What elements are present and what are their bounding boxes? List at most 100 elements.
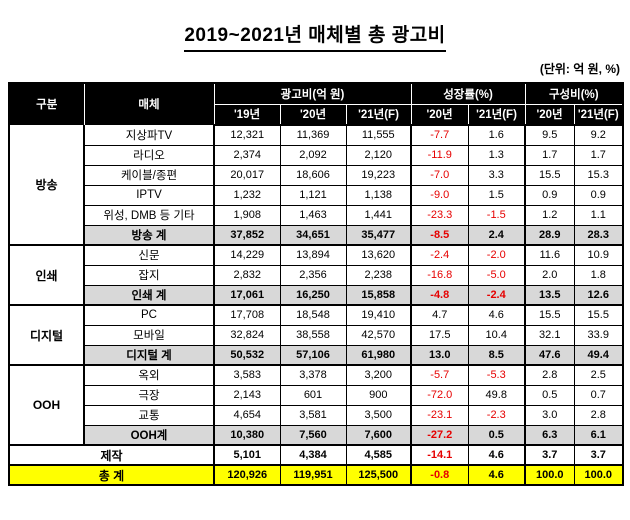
value-cell: 6.1 [573,424,624,446]
table-header: 구분 매체 광고비(억 원) 성장률(%) 구성비(%) '19년 '20년 '… [8,82,624,126]
value-cell: 100.0 [573,464,624,486]
value-cell: 37,852 [213,224,281,246]
value-cell: 3,581 [279,404,347,426]
value-cell: 1,908 [213,204,281,226]
page-title: 2019~2021년 매체별 총 광고비 [184,20,446,52]
value-cell: 9.5 [524,124,575,146]
media-cell: 극장 [83,384,215,406]
row-ooh-total: OOH계 10,380 7,560 7,600 -27.2 0.5 6.3 6.… [9,424,624,446]
value-cell: 2.8 [573,404,624,426]
value-cell: 18,548 [279,304,347,326]
value-cell: 7,600 [345,424,412,446]
category-cell-digital: 디지털 [8,304,85,366]
value-cell: -8.5 [410,224,469,246]
value-cell: 2,120 [345,144,412,166]
value-cell: 0.9 [573,184,624,206]
header-growth-group: 성장률(%) [410,82,526,105]
value-cell: 17.5 [410,324,469,346]
header-share-group: 구성비(%) [524,82,624,105]
media-cell: 인쇄 계 [83,284,215,306]
value-cell: -2.4 [467,284,526,306]
row-transit: 교통 4,654 3,581 3,500 -23.1 -2.3 3.0 2.8 [9,404,624,426]
value-cell: 4.7 [410,304,469,326]
media-cell: 방송 계 [83,224,215,246]
value-cell: 3,378 [279,364,347,386]
value-cell: 0.9 [524,184,575,206]
header-group-row: 구분 매체 광고비(억 원) 성장률(%) 구성비(%) [8,82,624,126]
value-cell: 100.0 [524,464,575,486]
value-cell: 38,558 [279,324,347,346]
media-cell: PC [83,304,215,326]
value-cell: 35,477 [345,224,412,246]
header-share-y21: '21년(F) [573,103,624,126]
value-cell: 1,138 [345,184,412,206]
value-cell: 9.2 [573,124,624,146]
value-cell: 2,356 [279,264,347,286]
row-cinema: 극장 2,143 601 900 -72.0 49.8 0.5 0.7 [9,384,624,406]
value-cell: 2.5 [573,364,624,386]
media-cell: 지상파TV [83,124,215,146]
category-cell-broadcast: 방송 [8,124,85,246]
table-body: 방송 지상파TV 12,321 11,369 11,555 -7.7 1.6 9… [8,124,624,486]
value-cell: 10.4 [467,324,526,346]
value-cell: 1,232 [213,184,281,206]
value-cell: 47.6 [524,344,575,366]
row-cable: 케이블/종편 20,017 18,606 19,223 -7.0 3.3 15.… [9,164,624,186]
header-year-row: '19년 '20년 '21년(F) '20년 '21년(F) '20년 '21년… [9,103,624,126]
value-cell: -9.0 [410,184,469,206]
value-cell: 3,200 [345,364,412,386]
row-magazine: 잡지 2,832 2,356 2,238 -16.8 -5.0 2.0 1.8 [9,264,624,286]
value-cell: -5.0 [467,264,526,286]
media-cell: 위성, DMB 등 기타 [83,204,215,226]
value-cell: 13.0 [410,344,469,366]
value-cell: 4.6 [467,444,526,466]
value-cell: 119,951 [279,464,347,486]
value-cell: 4,585 [345,444,412,466]
value-cell: 12.6 [573,284,624,306]
value-cell: 11,555 [345,124,412,146]
value-cell: 11,369 [279,124,347,146]
row-outdoor: OOH 옥외 3,583 3,378 3,200 -5.7 -5.3 2.8 2… [8,364,624,446]
value-cell: -0.8 [410,464,469,486]
value-cell: 17,061 [213,284,281,306]
value-cell: 120,926 [213,464,281,486]
row-digital-total: 디지털 계 50,532 57,106 61,980 13.0 8.5 47.6… [9,344,624,366]
value-cell: -5.3 [467,364,526,386]
row-radio: 라디오 2,374 2,092 2,120 -11.9 1.3 1.7 1.7 [9,144,624,166]
row-production: 제작 5,101 4,384 4,585 -14.1 4.6 3.7 3.7 [8,444,624,466]
value-cell: -2.4 [410,244,469,266]
value-cell: 42,570 [345,324,412,346]
value-cell: 18,606 [279,164,347,186]
value-cell: 1.6 [467,124,526,146]
value-cell: -7.0 [410,164,469,186]
value-cell: 0.5 [524,384,575,406]
value-cell: 50,532 [213,344,281,366]
value-cell: 1.7 [573,144,624,166]
header-adspend-y21: '21년(F) [345,103,412,126]
value-cell: 2,374 [213,144,281,166]
value-cell: 1.1 [573,204,624,226]
category-cell-print: 인쇄 [8,244,85,306]
value-cell: 2,143 [213,384,281,406]
value-cell: 28.9 [524,224,575,246]
header-adspend-group: 광고비(억 원) [213,82,412,105]
value-cell: 2.4 [467,224,526,246]
value-cell: 3,500 [345,404,412,426]
page: 2019~2021년 매체별 총 광고비 (단위: 억 원, %) 구분 매체 … [8,20,625,486]
value-cell: 3.7 [524,444,575,466]
header-adspend-y19: '19년 [213,103,281,126]
value-cell: -4.8 [410,284,469,306]
value-cell: 2,238 [345,264,412,286]
title-wrap: 2019~2021년 매체별 총 광고비 [8,20,622,52]
value-cell: -2.3 [467,404,526,426]
row-terrestrial-tv: 방송 지상파TV 12,321 11,369 11,555 -7.7 1.6 9… [8,124,624,246]
value-cell: 2,832 [213,264,281,286]
value-cell: 49.8 [467,384,526,406]
header-growth-y21: '21년(F) [467,103,526,126]
media-cell: 라디오 [83,144,215,166]
value-cell: 33.9 [573,324,624,346]
ad-spend-table: 구분 매체 광고비(억 원) 성장률(%) 구성비(%) '19년 '20년 '… [8,82,625,486]
media-cell: 신문 [83,244,215,266]
value-cell: 17,708 [213,304,281,326]
value-cell: 3.7 [573,444,624,466]
